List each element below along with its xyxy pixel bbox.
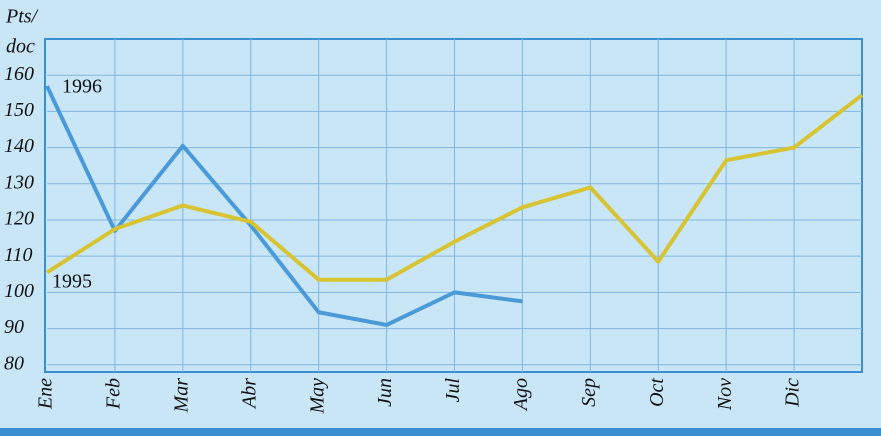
y-tick-label: 120 [4,208,34,230]
y-tick-label: 90 [4,316,24,338]
x-tick-label: Dic [782,378,804,408]
y-label: Pts/ [5,6,40,28]
x-tick-label: Mar [170,378,192,414]
x-tick-label: Abr [238,378,260,410]
x-tick-label: Sep [578,378,600,407]
x-tick-label: Ago [510,378,532,412]
y-tick-label: 160 [4,63,34,85]
x-tick-label: Nov [714,378,736,411]
bottom-band [0,428,881,436]
series-label: 1995 [52,271,92,293]
x-tick-label: Oct [646,378,668,407]
x-tick-label: May [306,378,328,415]
y-label: doc [6,36,35,58]
y-tick-label: 140 [4,135,34,157]
y-tick-label: 130 [4,171,34,193]
y-tick-label: 100 [4,280,34,302]
x-tick-label: Jul [442,378,464,403]
x-tick-label: Ene [35,378,57,410]
series-line [45,93,864,282]
x-tick-label: Feb [103,378,125,410]
y-tick-label: 80 [4,352,24,374]
y-tick-label: 110 [4,244,33,266]
x-tick-label: Jun [374,378,396,407]
y-tick-label: 150 [4,99,34,121]
plot-frame [44,38,863,373]
series-line [45,85,523,327]
series-label: 1996 [62,76,102,98]
